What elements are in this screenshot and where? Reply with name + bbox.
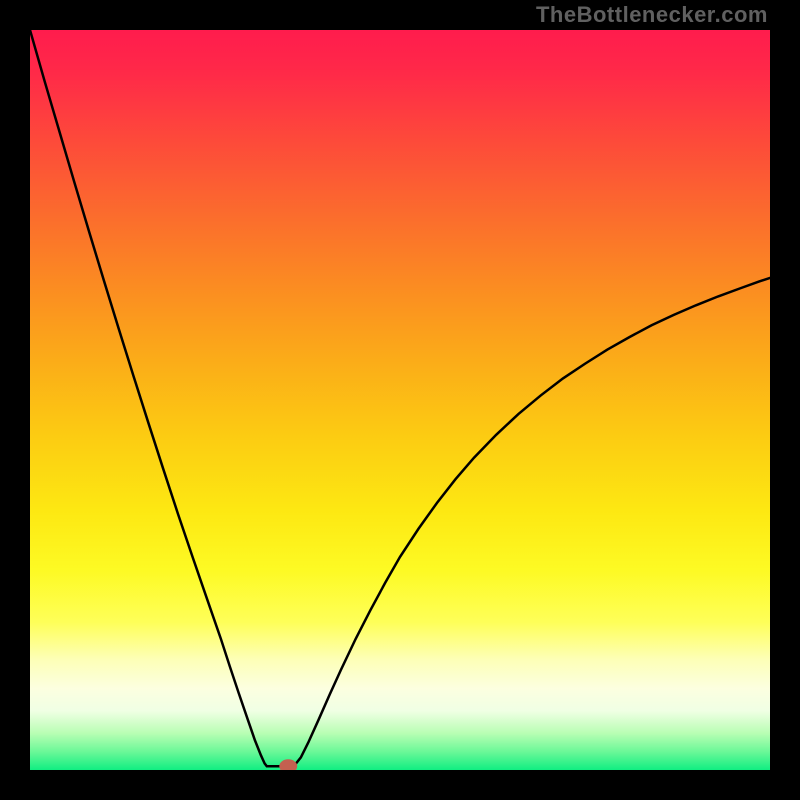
plot-area (30, 30, 770, 770)
chart-container: TheBottlenecker.com (0, 0, 800, 800)
plot-svg (30, 30, 770, 770)
attribution-label: TheBottlenecker.com (536, 2, 768, 28)
